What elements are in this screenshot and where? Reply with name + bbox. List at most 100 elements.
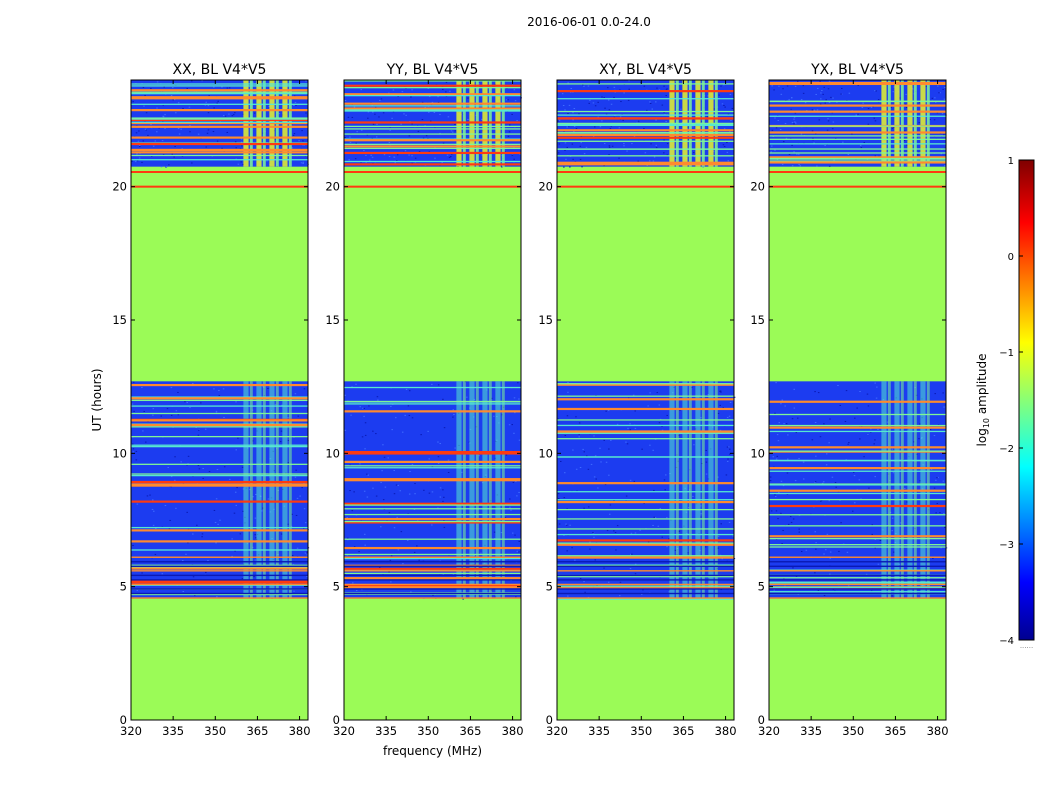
noise-speck xyxy=(374,113,376,115)
noise-speck xyxy=(200,402,202,404)
noise-speck xyxy=(376,396,379,398)
rfi-line xyxy=(557,570,734,572)
noise-speck xyxy=(939,512,941,514)
noise-speck xyxy=(800,133,803,135)
noise-speck xyxy=(437,96,439,98)
noise-speck xyxy=(778,491,780,493)
noise-speck xyxy=(828,500,830,502)
noise-speck xyxy=(181,155,184,157)
noise-speck xyxy=(828,80,831,82)
noise-speck xyxy=(428,492,431,494)
noise-speck xyxy=(854,417,856,419)
rfi-line xyxy=(344,504,521,506)
noise-speck xyxy=(658,89,661,91)
noise-speck xyxy=(390,581,392,583)
noise-speck xyxy=(814,572,816,574)
noise-speck xyxy=(228,113,230,115)
noise-speck xyxy=(944,165,946,167)
noise-speck xyxy=(439,487,442,489)
noise-speck xyxy=(480,552,482,554)
rfi-line xyxy=(769,143,946,145)
rfi-line xyxy=(557,576,734,578)
noise-speck xyxy=(827,118,829,120)
rfi-line xyxy=(557,583,734,586)
noise-speck xyxy=(632,394,635,396)
noise-speck xyxy=(851,510,854,512)
noise-speck xyxy=(287,417,289,419)
noise-speck xyxy=(663,479,666,481)
noise-speck xyxy=(566,550,568,552)
noise-speck xyxy=(786,493,789,495)
noise-speck xyxy=(306,554,308,556)
noise-speck xyxy=(898,97,901,99)
noise-speck xyxy=(375,136,378,138)
noise-speck xyxy=(298,140,300,142)
noise-speck xyxy=(686,126,689,128)
rfi-line xyxy=(557,456,734,458)
y-axis-label: UT (hours) xyxy=(90,368,104,431)
noise-speck xyxy=(390,405,392,407)
noise-speck xyxy=(603,165,605,167)
noise-speck xyxy=(180,128,182,130)
noise-speck xyxy=(726,142,728,144)
noise-speck xyxy=(216,102,218,104)
noise-speck xyxy=(811,109,814,111)
noise-speck xyxy=(306,575,308,577)
rfi-line xyxy=(344,145,521,148)
rfi-line xyxy=(557,110,734,113)
noise-speck xyxy=(917,151,920,153)
noise-speck xyxy=(631,553,633,555)
observed-block xyxy=(769,381,948,599)
noise-speck xyxy=(512,481,515,483)
noise-speck xyxy=(859,391,861,393)
noise-speck xyxy=(187,455,190,457)
noise-speck xyxy=(240,141,243,143)
noise-speck xyxy=(686,533,689,535)
rfi-line xyxy=(344,121,521,124)
noise-speck xyxy=(479,594,482,596)
panel-4: YX, BL V4*V5 320 335 350 365 380 0 5 10 15 20 xyxy=(750,62,948,738)
rfi-line xyxy=(131,151,308,154)
noise-speck xyxy=(360,89,363,91)
rfi-column xyxy=(482,381,488,599)
noise-speck xyxy=(937,476,939,478)
noise-speck xyxy=(558,119,561,121)
noise-speck xyxy=(614,531,617,533)
noise-speck xyxy=(793,151,795,153)
rfi-line xyxy=(344,588,521,590)
noise-speck xyxy=(830,96,832,98)
noise-speck xyxy=(629,479,632,481)
y-tick-label: 10 xyxy=(750,446,765,460)
rfi-line xyxy=(557,588,734,590)
y-tick-label: 0 xyxy=(546,713,553,727)
rfi-line xyxy=(557,117,734,120)
noise-speck xyxy=(825,99,827,101)
noise-speck xyxy=(626,150,628,152)
y-tick-label: 10 xyxy=(112,446,127,460)
rfi-line xyxy=(131,423,308,427)
rfi-line xyxy=(344,386,521,389)
rfi-line xyxy=(131,565,308,567)
noise-speck xyxy=(236,487,238,489)
rfi-column xyxy=(288,381,292,599)
noise-speck xyxy=(516,550,519,552)
noise-speck xyxy=(790,97,793,99)
rfi-line xyxy=(344,465,521,467)
noise-speck xyxy=(212,131,215,133)
noise-speck xyxy=(478,83,480,85)
noise-speck xyxy=(840,93,842,95)
rfi-line xyxy=(769,544,946,546)
noise-speck xyxy=(267,498,270,500)
rfi-line xyxy=(344,143,521,146)
noise-speck xyxy=(396,154,399,156)
rfi-column xyxy=(913,80,917,167)
noise-speck xyxy=(700,513,702,515)
noise-speck xyxy=(274,404,277,406)
noise-speck xyxy=(452,409,455,411)
noise-speck xyxy=(515,480,517,482)
noise-speck xyxy=(786,472,789,474)
noise-speck xyxy=(661,429,664,431)
noise-speck xyxy=(827,120,830,122)
noise-speck xyxy=(233,512,236,514)
rfi-line xyxy=(557,565,734,567)
